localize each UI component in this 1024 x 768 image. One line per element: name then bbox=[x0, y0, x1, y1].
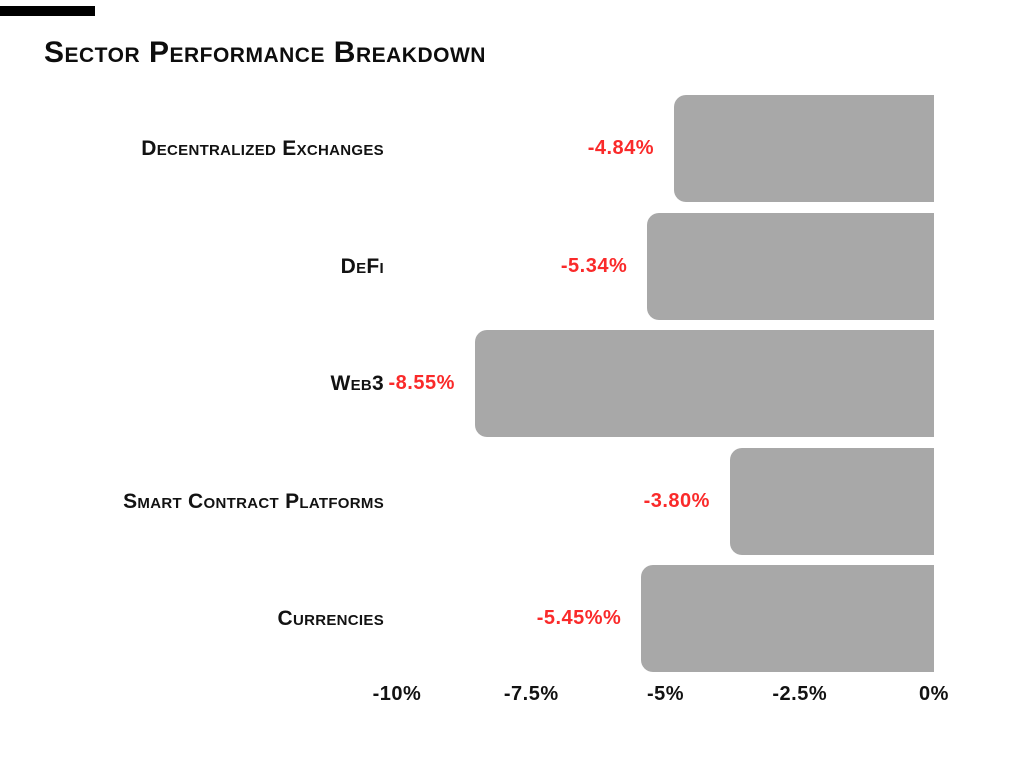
value-label: -8.55% bbox=[388, 372, 455, 394]
category-label: Web3 bbox=[330, 372, 384, 395]
bar-smart-contract-platforms bbox=[729, 447, 934, 555]
x-tick-label: 0% bbox=[919, 683, 949, 705]
top-left-black-bar bbox=[0, 6, 95, 16]
x-tick-label: -7.5% bbox=[503, 683, 559, 705]
bar-defi bbox=[647, 212, 934, 320]
category-label: Currencies bbox=[277, 607, 384, 630]
category-label: DeFi bbox=[340, 254, 384, 278]
x-tick-label: -10% bbox=[372, 683, 422, 705]
bar-currencies bbox=[641, 565, 934, 672]
value-label: -3.80% bbox=[643, 489, 710, 512]
value-label: -5.45%% bbox=[536, 607, 622, 629]
bar-decentralized-exchanges bbox=[674, 95, 934, 202]
category-label: Smart Contract Platforms bbox=[123, 489, 384, 513]
chart-title: Sector Performance Breakdown bbox=[44, 36, 486, 69]
x-tick-label: -5% bbox=[646, 683, 685, 705]
value-label: -4.84% bbox=[587, 137, 655, 159]
x-tick-label: -2.5% bbox=[772, 683, 828, 705]
bar-web3 bbox=[474, 330, 934, 437]
category-label: Decentralized Exchanges bbox=[141, 137, 384, 160]
value-label: -5.34% bbox=[560, 254, 628, 277]
